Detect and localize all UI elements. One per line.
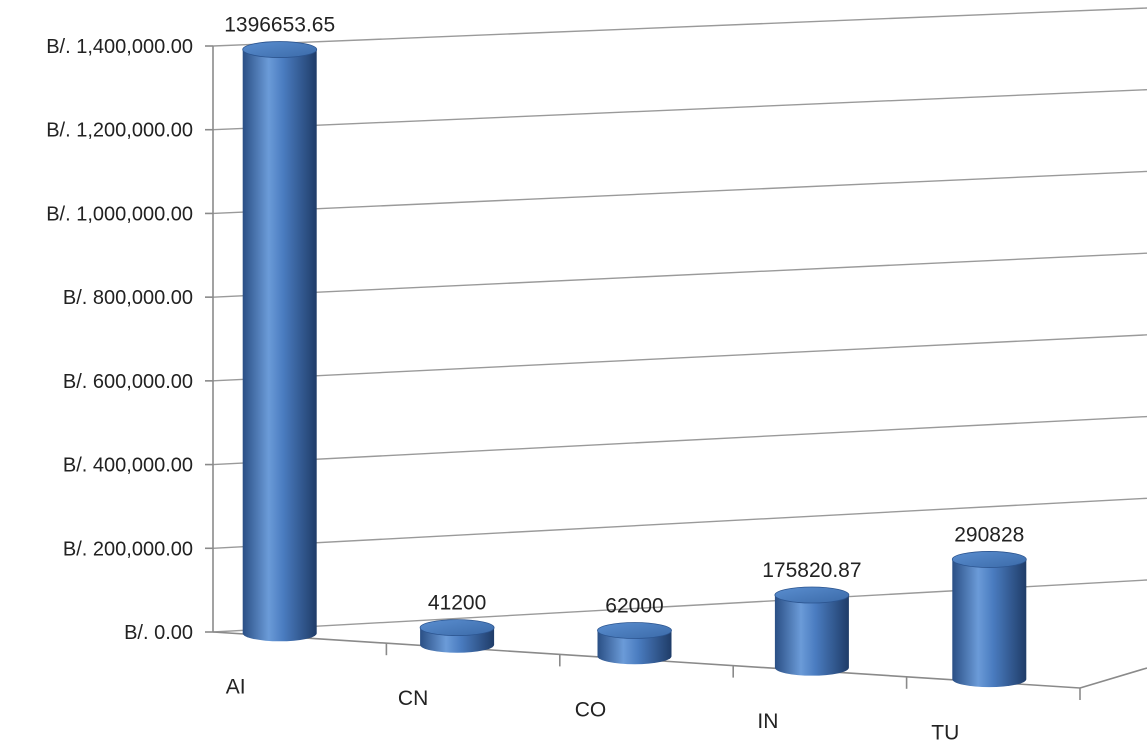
bar-cap xyxy=(419,619,495,637)
y-tick-label: B/. 1,400,000.00 xyxy=(46,36,193,58)
floor-side-edge xyxy=(1079,667,1147,689)
gridline xyxy=(212,170,1147,215)
bar-body xyxy=(597,630,672,665)
gridline xyxy=(212,7,1147,47)
y-tick-label: B/. 0.00 xyxy=(124,622,193,644)
bar-cap xyxy=(242,41,318,58)
bar-body xyxy=(242,49,317,642)
y-tick-label: B/. 800,000.00 xyxy=(63,287,193,309)
y-tick-label: B/. 600,000.00 xyxy=(63,371,193,393)
gridline xyxy=(212,334,1147,382)
gridline xyxy=(212,252,1147,298)
category-label-co: CO xyxy=(575,698,607,721)
category-label-ai: AI xyxy=(226,675,246,698)
gridlines xyxy=(212,7,1147,633)
category-label-cn: CN xyxy=(398,687,428,710)
data-labels: 1396653.65 41200 62000 175820.87 290828 xyxy=(224,14,1024,618)
data-label-in: 175820.87 xyxy=(762,559,861,582)
data-label-cn: 41200 xyxy=(428,592,486,615)
bar-cap xyxy=(951,551,1027,568)
category-label-in: IN xyxy=(757,710,778,733)
y-axis-tick-labels: B/. 0.00 B/. 200,000.00 B/. 400,000.00 B/. … xyxy=(46,36,193,644)
y-tick-label: B/. 1,200,000.00 xyxy=(46,120,193,142)
bar-ai xyxy=(242,41,318,642)
bar-tu xyxy=(951,551,1027,688)
bar-cap xyxy=(774,586,850,604)
x-axis-category-labels: AI CN CO IN TU xyxy=(226,675,960,741)
bar-body xyxy=(774,595,849,676)
bars xyxy=(242,41,1027,688)
gridline xyxy=(212,497,1147,549)
bar-cap xyxy=(597,622,672,639)
gridline xyxy=(212,89,1147,131)
data-label-ai: 1396653.65 xyxy=(224,14,335,37)
y-tick-label: B/. 400,000.00 xyxy=(63,455,193,477)
y-tick-label: B/. 200,000.00 xyxy=(63,538,193,560)
data-label-tu: 290828 xyxy=(954,523,1024,546)
category-label-tu: TU xyxy=(931,721,959,741)
data-label-co: 62000 xyxy=(605,595,663,618)
bar-body xyxy=(952,559,1027,688)
bar-in xyxy=(774,586,850,676)
y-tick-label: B/. 1,000,000.00 xyxy=(46,203,193,225)
bar-cn xyxy=(419,619,495,653)
bar-co xyxy=(597,622,672,665)
gridline xyxy=(212,415,1147,466)
